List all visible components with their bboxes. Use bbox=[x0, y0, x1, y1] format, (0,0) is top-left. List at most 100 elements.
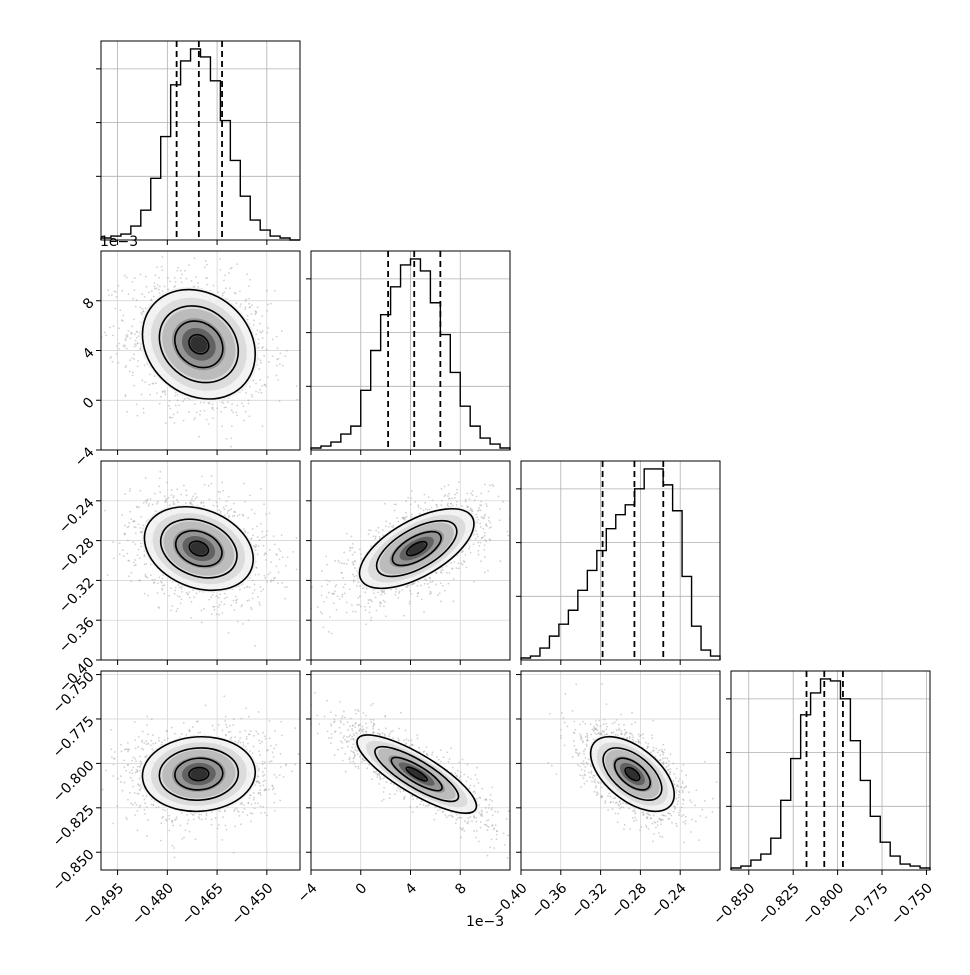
scatter-point bbox=[161, 391, 163, 393]
scatter-point bbox=[256, 526, 258, 528]
scatter-point bbox=[448, 583, 450, 585]
scatter-point bbox=[245, 392, 247, 394]
scatter-point bbox=[344, 583, 346, 585]
scatter-point bbox=[452, 600, 454, 602]
scatter-point bbox=[236, 599, 238, 601]
scatter-point bbox=[146, 754, 148, 756]
scatter-point bbox=[232, 411, 234, 413]
scatter-point bbox=[158, 289, 160, 291]
scatter-point bbox=[328, 592, 330, 594]
scatter-point bbox=[223, 506, 225, 508]
scatter-point bbox=[465, 566, 467, 568]
scatter-point bbox=[196, 592, 198, 594]
scatter-point bbox=[169, 280, 171, 282]
scatter-point bbox=[117, 285, 119, 287]
scatter-point bbox=[462, 564, 464, 566]
scatter-point bbox=[385, 520, 387, 522]
scatter-point bbox=[259, 604, 261, 606]
scatter-point bbox=[211, 475, 213, 477]
scatter-point bbox=[447, 495, 449, 497]
scatter-point bbox=[121, 750, 123, 752]
scatter-point bbox=[178, 404, 180, 406]
scatter-point bbox=[404, 519, 406, 521]
scatter-point bbox=[172, 501, 174, 503]
scatter-point bbox=[118, 327, 120, 329]
scatter-point bbox=[417, 581, 419, 583]
scatter-point bbox=[190, 500, 192, 502]
scatter-point bbox=[467, 506, 469, 508]
scatter-point bbox=[150, 498, 152, 500]
scatter-point bbox=[187, 593, 189, 595]
scatter-point bbox=[140, 543, 142, 545]
scatter-point bbox=[265, 553, 267, 555]
scatter-point bbox=[262, 588, 264, 590]
scatter-point bbox=[252, 528, 254, 530]
scatter-point bbox=[296, 385, 298, 387]
scatter-point bbox=[158, 740, 160, 742]
scatter-point bbox=[451, 567, 453, 569]
scatter-point bbox=[223, 695, 225, 697]
scatter-point bbox=[143, 412, 145, 414]
scatter-point bbox=[442, 585, 444, 587]
scatter-point bbox=[133, 526, 135, 528]
scatter-point bbox=[211, 407, 213, 409]
scatter-point bbox=[480, 509, 482, 511]
scatter-point bbox=[144, 593, 146, 595]
scatter-point bbox=[273, 756, 275, 758]
scatter-point bbox=[259, 586, 261, 588]
scatter-point bbox=[124, 493, 126, 495]
scatter-point bbox=[277, 582, 279, 584]
scatter-point bbox=[350, 548, 352, 550]
scatter-point bbox=[177, 399, 179, 401]
scatter-point bbox=[231, 437, 233, 439]
scatter-point bbox=[164, 495, 166, 497]
scatter-point bbox=[353, 579, 355, 581]
scatter-point bbox=[365, 623, 367, 625]
scatter-point bbox=[252, 579, 254, 581]
scatter-point bbox=[272, 355, 274, 357]
scatter-point bbox=[243, 528, 245, 530]
scatter-point bbox=[139, 557, 141, 559]
scatter-point bbox=[183, 420, 185, 422]
scatter-point bbox=[321, 613, 323, 615]
scatter-point bbox=[388, 526, 390, 528]
scatter-point bbox=[489, 484, 491, 486]
scatter-point bbox=[180, 603, 182, 605]
scatter-point bbox=[267, 376, 269, 378]
scatter-point bbox=[139, 490, 141, 492]
scatter-point bbox=[483, 518, 485, 520]
scatter-point bbox=[137, 342, 139, 344]
scatter-point bbox=[198, 436, 200, 438]
scatter-point bbox=[216, 501, 218, 503]
scatter-point bbox=[132, 281, 134, 283]
scatter-point bbox=[194, 498, 196, 500]
scatter-point bbox=[129, 359, 131, 361]
scatter-point bbox=[126, 553, 128, 555]
scatter-point bbox=[237, 515, 239, 517]
scatter-point bbox=[484, 532, 486, 534]
scatter-point bbox=[224, 593, 226, 595]
scatter-point bbox=[114, 308, 116, 310]
scatter-point bbox=[448, 484, 450, 486]
scatter-point bbox=[225, 406, 227, 408]
scatter-point bbox=[213, 285, 215, 287]
scatter-point bbox=[383, 605, 385, 607]
scatter-point bbox=[251, 509, 253, 511]
scatter-point bbox=[272, 339, 274, 341]
scatter-point bbox=[266, 290, 268, 292]
scatter-point bbox=[244, 501, 246, 503]
scatter-point bbox=[213, 505, 215, 507]
scatter-point bbox=[240, 303, 242, 305]
scatter-point bbox=[264, 384, 266, 386]
scatter-point bbox=[263, 575, 265, 577]
scatter-point bbox=[167, 288, 169, 290]
scatter-point bbox=[135, 340, 137, 342]
scatter-point bbox=[173, 286, 175, 288]
scatter-point bbox=[242, 623, 244, 625]
scatter-point bbox=[475, 538, 477, 540]
scatter-point bbox=[171, 605, 173, 607]
scatter-point bbox=[393, 525, 395, 527]
scatter-point bbox=[493, 485, 495, 487]
scatter-point bbox=[143, 742, 145, 744]
scatter-point bbox=[147, 595, 149, 597]
